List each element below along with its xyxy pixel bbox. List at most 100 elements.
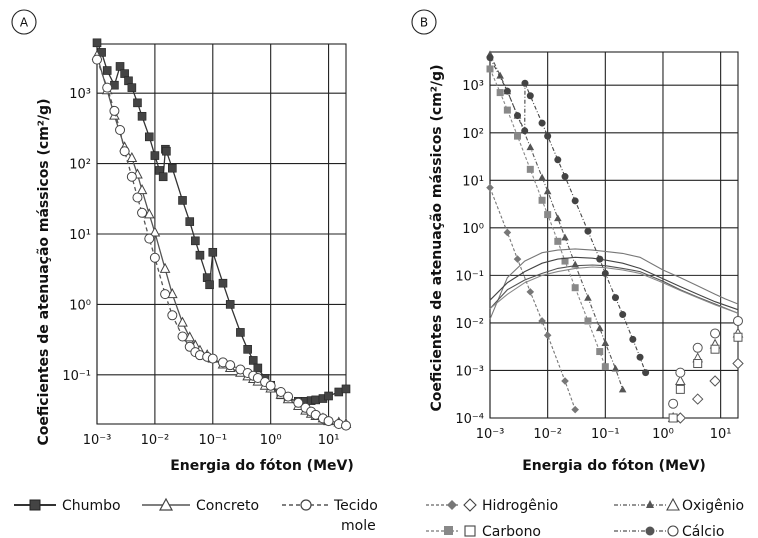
data-point-chumbo — [127, 83, 137, 92]
legend-label-calcio: Cálcio — [682, 524, 724, 538]
photoelectric-point-hidrogenio — [538, 317, 546, 325]
photoelectric-point-carbono — [601, 363, 609, 371]
x-tick-label-a: 10⁻² — [141, 433, 170, 448]
data-point-concreto — [126, 151, 138, 163]
photoelectric-point-calcio — [538, 119, 546, 127]
photoelectric-point-hidrogenio — [486, 183, 494, 192]
photoelectric-point-carbono — [496, 89, 504, 97]
y-tick-label-a: 10² — [69, 158, 91, 173]
photoelectric-point-calcio — [561, 173, 569, 181]
photoelectric-point-hidrogenio — [503, 228, 512, 237]
panel-label-b: B — [420, 16, 428, 30]
photoelectric-point-hidrogenio — [513, 255, 522, 263]
data-point-chumbo — [150, 151, 160, 160]
data-point-chumbo — [191, 236, 200, 246]
legend-item-calcio: Cálcio — [614, 524, 724, 538]
x-tick-label-a: 10¹ — [318, 433, 340, 448]
data-point-chumbo — [341, 384, 351, 394]
data-point-chumbo — [324, 391, 333, 401]
data-point-tecido-mole — [167, 310, 178, 321]
pair-point-calcio — [710, 328, 721, 339]
data-point-tecido-mole — [119, 146, 130, 157]
y-tick-label-b: 10⁻² — [455, 317, 484, 332]
pair-point-calcio — [733, 315, 743, 326]
photoelectric-point-calcio — [503, 87, 511, 95]
data-point-chumbo — [133, 98, 142, 108]
photoelectric-point-calcio — [584, 227, 592, 235]
data-point-chumbo — [162, 146, 171, 156]
pair-point-carbono — [733, 332, 743, 342]
pair-point-calcio — [692, 342, 703, 353]
data-point-chumbo — [248, 356, 258, 365]
data-point-chumbo — [120, 69, 129, 78]
photoelectric-point-oxigenio — [496, 71, 504, 79]
photoelectric-point-oxigenio — [618, 385, 627, 393]
photoelectric-point-calcio — [642, 369, 650, 377]
data-point-tecido-mole — [92, 54, 102, 65]
data-point-concreto — [177, 316, 188, 327]
photoelectric-point-carbono — [584, 317, 592, 325]
legend-open-marker-hidrogenio — [463, 498, 477, 512]
x-tick-label-a: 10⁰ — [260, 433, 282, 448]
legend-b: Hidrogênio Oxigênio Carbono Cálcio — [426, 497, 744, 538]
x-axis-label-a: Energia do fóton (MeV) — [170, 458, 354, 474]
legend-label-hidrogenio: Hidrogênio — [482, 498, 558, 514]
y-tick-label-b: 10⁻³ — [455, 364, 484, 379]
photoelectric-point-calcio — [629, 335, 637, 343]
x-axis-label-b: Energia do fóton (MeV) — [522, 458, 706, 474]
x-tick-label-a: 10⁻¹ — [198, 433, 227, 448]
data-point-chumbo — [102, 66, 112, 75]
x-tick-label-a: 10⁻³ — [83, 433, 112, 448]
panel-label-a: A — [20, 16, 29, 30]
photoelectric-point-carbono — [538, 196, 546, 204]
photoelectric-line-hidrogenio — [489, 187, 576, 410]
legend-label-concreto: Concreto — [196, 498, 259, 514]
scatter-line-carbono — [489, 266, 739, 314]
data-point-tecido-mole — [323, 416, 334, 427]
y-axis-label-b: Coeficientes de atenuação mássicos (cm²/… — [429, 65, 445, 412]
photoelectric-point-hidrogenio — [561, 377, 569, 385]
photoelectric-point-carbono — [561, 257, 569, 265]
data-point-chumbo — [158, 172, 168, 182]
data-point-chumbo — [208, 247, 218, 257]
photoelectric-point-calcio — [554, 156, 562, 164]
data-point-chumbo — [243, 345, 252, 354]
data-point-chumbo — [185, 217, 195, 226]
data-point-tecido-mole — [132, 192, 143, 203]
chart-panel-a: A 10⁻³ 10⁻² 10⁻¹ 10⁰ 10¹ 10⁻¹ 10⁰ 10¹ 10² 10³ Ene… — [11, 9, 354, 474]
legend-open-marker-calcio — [667, 525, 679, 537]
x-tick-label-b: 10⁻² — [533, 427, 562, 442]
data-point-tecido-mole — [341, 420, 351, 431]
x-tick-label-b: 10⁻³ — [476, 427, 505, 442]
tick-labels-a: 10⁻³ 10⁻² 10⁻¹ 10⁰ 10¹ 10⁻¹ 10⁰ 10¹ 10² 10³ — [62, 87, 339, 448]
pair-point-calcio — [675, 367, 686, 378]
panel-label-b-circle — [411, 9, 437, 35]
legend-item-tecido-mole: Tecido mole — [282, 498, 378, 534]
data-point-tecido-mole — [275, 386, 286, 397]
photoelectric-point-calcio — [544, 132, 552, 140]
data-point-tecido-mole — [144, 233, 155, 244]
data-point-tecido-mole — [137, 207, 148, 218]
data-point-chumbo — [137, 111, 147, 121]
legend-item-oxigenio: Oxigênio — [614, 497, 744, 514]
legend-label-chumbo: Chumbo — [62, 498, 121, 514]
photoelectric-point-oxigenio — [538, 173, 546, 181]
legend-marker-calcio — [645, 526, 655, 536]
y-tick-label-b: 10⁻⁴ — [455, 412, 484, 427]
pair-point-hidrogenio — [691, 393, 704, 405]
gridlines-b — [489, 51, 739, 419]
legend-label-carbono: Carbono — [482, 524, 541, 538]
data-point-concreto — [159, 262, 171, 273]
photoelectric-point-oxigenio — [526, 143, 535, 151]
data-point-concreto — [143, 208, 155, 219]
tick-labels-b: 10⁻³ 10⁻² 10⁻¹ 10⁰ 10¹10⁻⁴10⁻³10⁻²10⁻¹10⁰10¹… — [455, 79, 731, 442]
data-point-chumbo — [205, 280, 214, 290]
photoelectric-point-carbono — [554, 237, 562, 245]
y-tick-label-a: 10¹ — [69, 228, 91, 243]
legend-open-marker-oxigenio — [666, 497, 680, 511]
data-point-tecido-mole — [160, 289, 171, 300]
photoelectric-point-oxigenio — [595, 324, 604, 332]
data-point-chumbo — [168, 163, 177, 173]
data-point-tecido-mole — [102, 82, 113, 93]
